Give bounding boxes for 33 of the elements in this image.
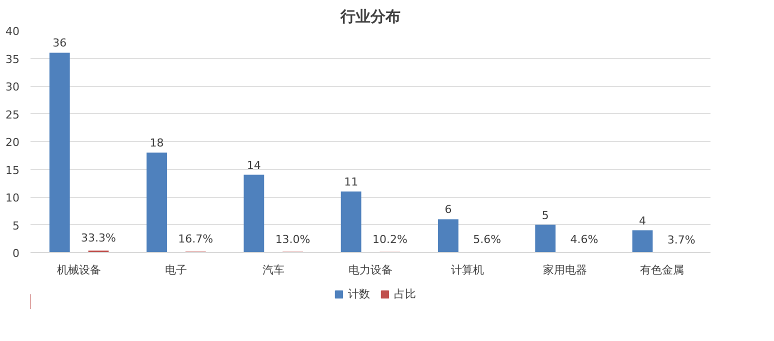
data-label: 33.3% — [81, 232, 116, 245]
x-tick-label: 汽车 — [262, 264, 284, 276]
x-tick-label: 机械设备 — [57, 264, 102, 276]
y-tick-label: 0 — [12, 247, 20, 260]
y-tick-label: 40 — [6, 25, 20, 38]
data-label: 36 — [52, 36, 67, 50]
x-tick-label: 有色金属 — [640, 264, 684, 276]
data-label: 16.7% — [178, 232, 214, 246]
y-tick-label: 10 — [6, 192, 20, 204]
y-tick-label: 20 — [6, 136, 20, 149]
y-tick-label: 30 — [6, 80, 20, 94]
data-label: 3.7% — [667, 233, 696, 246]
x-tick-label: 家用电器 — [542, 264, 587, 276]
data-label: 4.6% — [570, 233, 598, 246]
data-label: 5.6% — [473, 233, 502, 246]
x-tick-label: 计算机 — [451, 264, 484, 276]
data-label: 6 — [444, 203, 452, 216]
data-label: 11 — [344, 175, 358, 188]
y-tick-label: 35 — [6, 52, 20, 66]
x-tick-label: 电力设备 — [348, 264, 392, 276]
legend-label: 占比 — [394, 286, 416, 302]
data-label: 10.2% — [372, 232, 408, 246]
data-label: 14 — [246, 158, 261, 172]
data-label: 5 — [542, 208, 549, 222]
data-label: 18 — [150, 136, 164, 150]
y-tick-label: 25 — [6, 108, 20, 122]
x-tick-label: 电子 — [165, 264, 188, 276]
y-tick-label: 15 — [6, 164, 20, 177]
legend-label: 计数 — [348, 286, 370, 302]
chart-title: 行业分布 — [340, 8, 400, 26]
y-tick-label: 5 — [12, 219, 20, 232]
data-label: 4 — [639, 214, 646, 228]
data-label: 13.0% — [275, 232, 310, 246]
